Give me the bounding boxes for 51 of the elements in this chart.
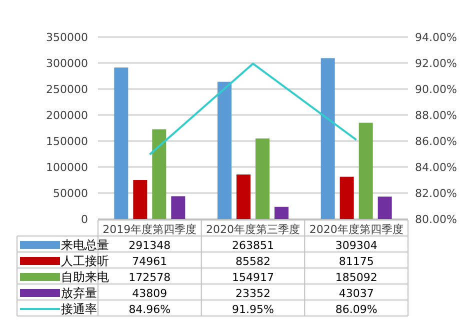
y-tick-label: 250000 bbox=[46, 83, 88, 96]
legend-label: 放弃量 bbox=[61, 286, 97, 300]
bar bbox=[256, 138, 270, 219]
data-label: 309304 bbox=[335, 239, 378, 252]
data-label: 23352 bbox=[236, 287, 270, 300]
y2-tick-label: 80.00% bbox=[415, 213, 457, 226]
data-label: 84.96% bbox=[128, 303, 171, 316]
y-tick-label: 200000 bbox=[46, 109, 88, 122]
y2-tick-label: 94.00% bbox=[415, 31, 457, 44]
legend-label: 人工接听 bbox=[61, 254, 109, 268]
data-label: 81175 bbox=[338, 255, 374, 268]
bar bbox=[114, 68, 128, 219]
bar bbox=[218, 82, 232, 219]
data-label: 263851 bbox=[232, 239, 274, 252]
y2-tick-label: 82.00% bbox=[415, 187, 457, 200]
bar bbox=[358, 122, 373, 219]
bar bbox=[236, 174, 250, 219]
y-tick-label: 300000 bbox=[46, 57, 88, 70]
y-tick-label: 0 bbox=[81, 213, 88, 226]
bar bbox=[320, 58, 335, 219]
data-label: 86.09% bbox=[335, 303, 378, 316]
y-tick-label: 50000 bbox=[53, 187, 88, 200]
y-tick-label: 100000 bbox=[46, 161, 88, 174]
y-tick-label: 350000 bbox=[46, 31, 88, 44]
data-label: 291348 bbox=[128, 239, 171, 252]
data-label: 43809 bbox=[132, 287, 168, 300]
bar bbox=[274, 206, 288, 219]
x-tick-label: 2020年度第四季度 bbox=[309, 223, 404, 236]
y2-tick-label: 92.00% bbox=[415, 57, 457, 70]
data-label: 43037 bbox=[338, 287, 374, 300]
y2-tick-label: 84.00% bbox=[415, 161, 457, 174]
bar bbox=[340, 176, 354, 219]
data-label: 74961 bbox=[132, 255, 168, 268]
bar bbox=[378, 196, 392, 219]
data-label: 154917 bbox=[232, 271, 274, 284]
data-label: 185092 bbox=[335, 271, 378, 284]
data-label: 172578 bbox=[128, 271, 171, 284]
bar bbox=[152, 129, 166, 219]
data-label: 85582 bbox=[236, 255, 270, 268]
bar bbox=[133, 180, 148, 219]
bar bbox=[171, 196, 186, 219]
x-tick-label: 2019年度第四季度 bbox=[102, 223, 197, 236]
legend-label: 自助来电 bbox=[61, 270, 109, 284]
y-tick-label: 150000 bbox=[46, 135, 88, 148]
legend-label: 来电总量 bbox=[61, 238, 109, 252]
legend-label: 接通率 bbox=[61, 302, 97, 316]
y2-tick-label: 90.00% bbox=[415, 83, 457, 96]
x-tick-label: 2020年度第三季度 bbox=[206, 223, 300, 236]
y2-tick-label: 86.00% bbox=[415, 135, 457, 148]
data-label: 91.95% bbox=[232, 303, 274, 316]
y2-tick-label: 88.00% bbox=[415, 109, 457, 122]
